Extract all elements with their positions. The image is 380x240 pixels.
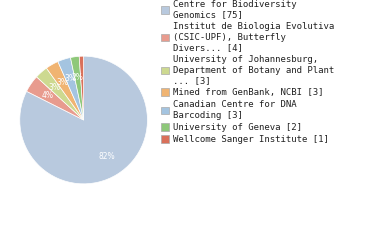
Text: 3%: 3% [56, 78, 68, 87]
Wedge shape [58, 58, 84, 120]
Text: 82%: 82% [98, 152, 115, 162]
Text: 4%: 4% [42, 91, 54, 100]
Wedge shape [79, 56, 84, 120]
Wedge shape [36, 68, 84, 120]
Text: 3%: 3% [64, 74, 76, 83]
Wedge shape [46, 62, 84, 120]
Wedge shape [70, 56, 84, 120]
Text: 3%: 3% [49, 83, 61, 92]
Wedge shape [27, 77, 84, 120]
Legend: Centre for Biodiversity
Genomics [75], Institut de Biologia Evolutiva
(CSIC-UPF): Centre for Biodiversity Genomics [75], I… [161, 0, 334, 144]
Text: 2%: 2% [72, 72, 84, 82]
Wedge shape [20, 56, 147, 184]
